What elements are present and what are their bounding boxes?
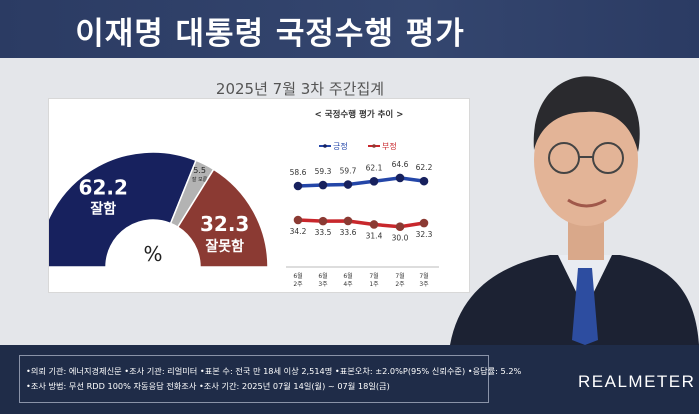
x-tick-label: 6월 [343, 272, 352, 280]
legend-dot-marker [323, 144, 327, 148]
donut-segment [49, 151, 197, 268]
data-point [419, 176, 429, 186]
x-tick-label: 3주 [419, 281, 429, 288]
data-label: 58.6 [290, 168, 307, 177]
data-label: 59.3 [315, 167, 332, 176]
approval-trend-chart: < 국정수행 평가 추이 > 긍정 58.6 59.3 59.7 62.1 64.6 62.2… [286, 109, 439, 288]
data-label: 33.5 [315, 228, 332, 237]
data-label: 31.4 [366, 231, 383, 240]
data-point [318, 216, 328, 226]
donut-value-label: 5.5 [193, 166, 206, 175]
trend-chart-title: < 국정수행 평가 추이 > [315, 109, 404, 120]
data-label: 30.0 [392, 234, 409, 243]
x-tick-label: 2주 [395, 281, 405, 288]
legend-dot-marker [372, 144, 376, 148]
legend-label: 긍정 [333, 141, 348, 151]
donut-category-label: 잘못함 [205, 238, 244, 255]
survey-period-subtitle: 2025년 7월 3차 주간집계 [215, 80, 385, 98]
data-label: 59.7 [340, 167, 357, 176]
donut-unit-label: % [143, 242, 162, 266]
x-tick-label: 7월 [369, 272, 378, 280]
donut-value-label: 32.3 [200, 212, 249, 236]
data-label: 64.6 [392, 160, 409, 169]
data-label: 34.2 [290, 227, 307, 236]
survey-notes: •의뢰 기관: 에너지경제신문 •조사 기관: 리얼미터 •표본 수: 전국 만… [19, 355, 522, 403]
x-tick-label: 3주 [318, 281, 328, 288]
data-label: 33.6 [340, 228, 357, 237]
x-tick-label: 7월 [419, 272, 428, 280]
chart-card: 62.2 잘함 5.5 잘 모름 32.3 잘못함% < 국정수행 평가 추이 > 긍정 58… [48, 98, 470, 293]
data-point [395, 222, 405, 232]
president-portrait [450, 76, 699, 345]
donut-category-label: 잘함 [90, 201, 116, 218]
data-point [369, 176, 379, 186]
realmeter-logo: REALMETER [578, 372, 696, 391]
data-label: 32.3 [416, 230, 433, 239]
series-line [297, 176, 425, 188]
data-point [343, 180, 353, 189]
x-tick-label: 7월 [395, 272, 404, 280]
data-point [293, 181, 303, 191]
data-point [318, 180, 328, 190]
data-point [293, 215, 303, 225]
donut-segment [176, 168, 269, 268]
data-point [343, 216, 353, 226]
donut-category-label: 잘 모름 [192, 176, 208, 183]
data-label: 62.1 [366, 163, 383, 172]
approval-half-donut: 62.2잘함 5.5잘 모름 32.3 잘못함% [49, 151, 269, 268]
x-tick-label: 6월 [293, 272, 302, 280]
donut-value-label: 62.2 [79, 176, 128, 200]
legend-label: 부정 [382, 141, 397, 151]
page-title: 이재명 대통령 국정수행 평가 [75, 16, 465, 52]
data-point [419, 218, 429, 228]
data-point [395, 173, 405, 183]
header-banner: 이재명 대통령 국정수행 평가 [0, 0, 699, 58]
survey-note-line: •의뢰 기관: 에너지경제신문 •조사 기관: 리얼미터 •표본 수: 전국 만… [26, 366, 522, 376]
survey-note-line: •조사 방법: 무선 RDD 100% 자동응답 전화조사 •조사 기간: 20… [26, 381, 390, 391]
x-tick-label: 6월 [318, 272, 327, 280]
x-tick-label: 4주 [343, 281, 353, 288]
series-line [297, 218, 425, 229]
x-tick-label: 1주 [369, 281, 379, 288]
x-tick-label: 2주 [293, 281, 303, 288]
data-label: 62.2 [416, 163, 433, 172]
data-point [369, 220, 379, 229]
